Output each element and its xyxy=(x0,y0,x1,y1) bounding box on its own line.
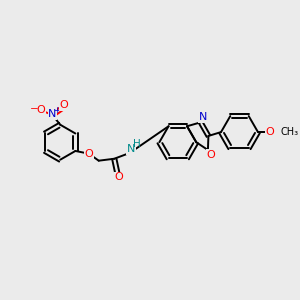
Text: O: O xyxy=(115,172,124,182)
Text: CH₃: CH₃ xyxy=(280,127,298,137)
Text: +: + xyxy=(54,106,61,115)
Text: O: O xyxy=(60,100,68,110)
Text: −: − xyxy=(30,104,38,114)
Text: N: N xyxy=(198,112,207,122)
Text: O: O xyxy=(85,149,93,159)
Text: N: N xyxy=(48,109,57,119)
Text: O: O xyxy=(265,127,274,137)
Text: H: H xyxy=(133,139,140,149)
Text: O: O xyxy=(36,105,45,115)
Text: N: N xyxy=(127,144,135,154)
Text: O: O xyxy=(206,150,215,160)
